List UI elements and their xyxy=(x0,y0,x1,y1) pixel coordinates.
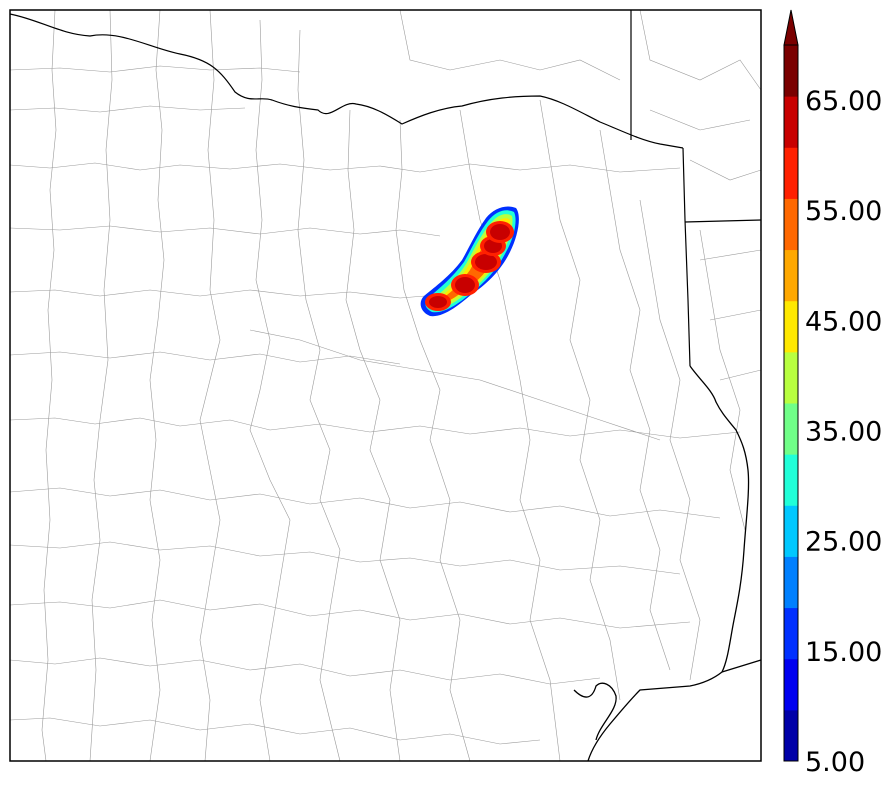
map-frame xyxy=(9,9,762,762)
colorbar-segment xyxy=(784,454,798,506)
colorbar-tick-label: 55.00 xyxy=(805,196,882,227)
colorbar-segments xyxy=(784,45,798,762)
colorbar-segment xyxy=(784,198,798,251)
colorbar-segment xyxy=(784,505,798,557)
colorbar-tick-label: 65.00 xyxy=(805,86,882,117)
colorbar-extend-arrow xyxy=(783,9,799,46)
echo-core xyxy=(490,224,510,240)
map-background xyxy=(10,10,761,761)
colorbar: 5.00 15.00 25.00 35.00 45.00 55.00 65.00 xyxy=(783,9,882,778)
colorbar-segment xyxy=(784,249,798,302)
colorbar-tick-label: 35.00 xyxy=(805,417,882,448)
colorbar-segment xyxy=(784,658,798,711)
echo-core xyxy=(475,254,497,270)
colorbar-segment xyxy=(784,147,798,199)
reflectivity-echoes xyxy=(420,206,519,317)
colorbar-segment xyxy=(784,556,798,609)
colorbar-segment xyxy=(784,96,798,148)
colorbar-tick-label: 5.00 xyxy=(805,747,865,778)
colorbar-tick-label: 45.00 xyxy=(805,306,882,337)
colorbar-segment xyxy=(784,403,798,455)
echo-core xyxy=(429,296,447,308)
colorbar-ticks: 5.00 15.00 25.00 35.00 45.00 55.00 65.00 xyxy=(805,86,882,778)
colorbar-segment xyxy=(784,607,798,660)
colorbar-segment xyxy=(784,351,798,404)
coastline xyxy=(573,365,762,762)
colorbar-segment xyxy=(784,709,798,762)
colorbar-tick-label: 15.00 xyxy=(805,637,882,668)
colorbar-segment xyxy=(784,300,798,353)
colorbar-segment xyxy=(784,45,798,97)
colorbar-frame xyxy=(783,44,799,762)
county-boundaries xyxy=(9,9,762,762)
echo-cores xyxy=(425,221,514,311)
echo-core xyxy=(455,277,475,293)
state-boundaries xyxy=(9,10,762,367)
map-panel xyxy=(9,9,762,762)
colorbar-tick-label: 25.00 xyxy=(805,527,882,558)
